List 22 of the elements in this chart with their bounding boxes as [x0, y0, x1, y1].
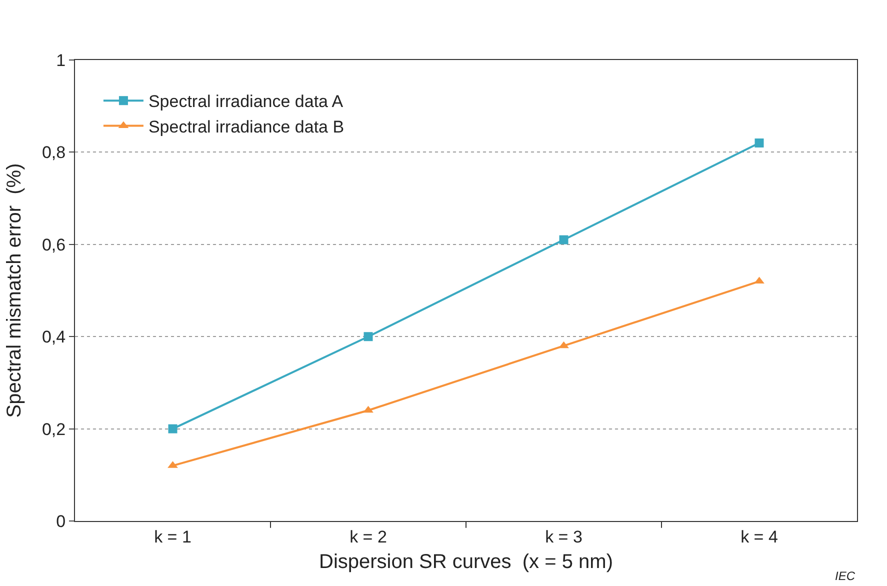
x-tick-label: k = 4 — [740, 527, 778, 546]
point — [364, 332, 373, 342]
point — [168, 424, 178, 434]
y-tick-label: 0,8 — [42, 143, 66, 162]
x-tick-label: k = 3 — [545, 527, 582, 546]
y-axis-title: Spectral mismatch error (%) — [3, 163, 26, 418]
y-tick-label: 0,4 — [42, 328, 66, 347]
legend-label: Spectral irradiance data A — [148, 92, 344, 112]
point — [363, 406, 374, 413]
point — [754, 138, 764, 148]
text: IEC — [835, 569, 856, 583]
y-tick-label: 0,2 — [42, 420, 66, 439]
point — [559, 235, 568, 244]
point — [558, 341, 569, 348]
x-axis-title: Dispersion SR curves (x = 5 nm) — [319, 550, 613, 573]
y-tick-label: 0,6 — [42, 235, 66, 254]
y-tick-label: 1 — [56, 50, 66, 70]
x-tick-label: k = 2 — [350, 527, 387, 546]
point — [754, 276, 764, 284]
x-tick-label: k = 1 — [154, 527, 192, 546]
legend-label: Spectral irradiance data B — [148, 117, 344, 136]
y-tick-label: 0 — [56, 512, 66, 531]
